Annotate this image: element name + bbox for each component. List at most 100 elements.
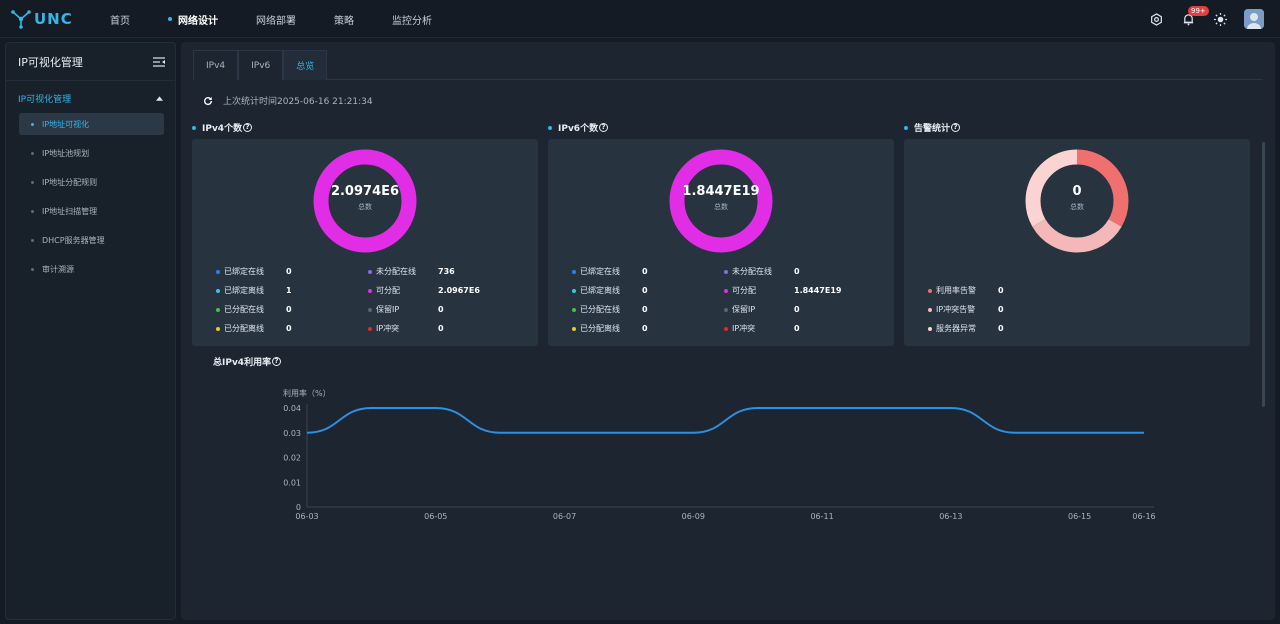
x-tick-label: 06-05 — [424, 512, 447, 521]
donut-total-value: 1.8447E19 — [682, 184, 760, 199]
sidebar-title: IP可视化管理 — [18, 55, 83, 69]
legend-value: 0 — [642, 324, 648, 333]
bullet-icon — [31, 151, 34, 155]
y-tick-label: 0 — [296, 503, 301, 512]
donut-center: 2.0974E6 总数 — [192, 184, 538, 212]
legend-label: 可分配 — [376, 286, 400, 295]
legend-value: 0 — [998, 324, 1004, 333]
brand-name: UNC — [34, 10, 73, 28]
legend-dot — [368, 288, 372, 293]
donut-chart — [669, 149, 773, 253]
nav-item[interactable]: 监控分析 — [392, 12, 432, 27]
donut-ring[interactable] — [313, 149, 417, 253]
sidebar-group[interactable]: IP可视化管理 — [6, 83, 175, 113]
nav-item[interactable]: 首页 — [110, 12, 130, 27]
legend-label: 已绑定离线 — [224, 286, 264, 295]
collapse-menu-icon[interactable] — [153, 56, 165, 67]
legend-item[interactable]: 可分配 2.0967E6 — [368, 285, 480, 296]
legend-label: 已绑定离线 — [580, 286, 620, 295]
help-icon[interactable]: ? — [599, 123, 609, 132]
nav-item[interactable]: 网络部署 — [256, 12, 296, 27]
settings-icon[interactable] — [1146, 9, 1166, 29]
donut-total-value: 0 — [1072, 184, 1082, 199]
tab[interactable]: IPv4 — [193, 50, 239, 80]
legend-item[interactable]: 未分配在线 0 — [724, 266, 800, 277]
logo-icon — [11, 10, 31, 29]
sidebar-item-label: IP地址分配规则 — [42, 177, 98, 187]
legend-item[interactable]: 未分配在线 736 — [368, 266, 455, 277]
legend-value: 2.0967E6 — [438, 286, 480, 295]
sidebar-item[interactable]: DHCP服务器管理 — [19, 229, 164, 251]
legend-label: IP冲突 — [732, 324, 756, 333]
main-nav: 首页 网络设计 网络部署 策略 监控分析 — [110, 0, 470, 38]
donut-ring[interactable] — [669, 149, 773, 253]
alarm-card: 0 总数 利用率告警 0 IP冲突告警 0 服务器异常 0 — [904, 139, 1250, 346]
legend-item[interactable]: 保留IP 0 — [724, 304, 800, 315]
legend-label: 利用率告警 — [936, 286, 976, 295]
nav-item[interactable]: 策略 — [334, 12, 354, 27]
legend-value: 0 — [286, 267, 292, 276]
donut-segment[interactable] — [1025, 149, 1129, 253]
legend-value: 0 — [794, 324, 800, 333]
series-line[interactable] — [306, 406, 1144, 434]
y-tick-label: 0.03 — [283, 429, 301, 438]
legend-dot — [216, 269, 220, 274]
legend-item[interactable]: 已分配离线 0 — [216, 323, 292, 334]
active-dot — [168, 17, 172, 21]
legend-label: 已分配离线 — [224, 324, 264, 333]
sidebar-item[interactable]: IP地址分配规则 — [19, 171, 164, 193]
legend-dot — [572, 269, 576, 274]
legend-item[interactable]: 利用率告警 0 — [928, 285, 1004, 296]
legend-item[interactable]: IP冲突 0 — [724, 323, 800, 334]
sidebar-item[interactable]: IP地址扫描管理 — [19, 200, 164, 222]
donut-total-label: 总数 — [358, 203, 372, 211]
legend-item[interactable]: 已分配在线 0 — [572, 304, 648, 315]
chart-title-text: 总IPv4利用率 — [213, 358, 272, 368]
x-tick-label: 06-07 — [553, 512, 576, 521]
tab[interactable]: 总览 — [283, 50, 328, 80]
legend-label: 服务器异常 — [936, 324, 976, 333]
main-panel: IPv4 IPv6 总览 上次统计时间2025-06-16 21:21:34 IPv… — [181, 42, 1275, 620]
x-tick-label: 06-16 — [1132, 512, 1155, 521]
legend-value: 0 — [794, 267, 800, 276]
theme-sun-icon[interactable] — [1210, 9, 1230, 29]
app-logo[interactable]: UNC — [10, 9, 73, 29]
legend-label: 已分配在线 — [224, 305, 264, 314]
legend-item[interactable]: 已分配在线 0 — [216, 304, 292, 315]
sidebar-item-label: 审计溯源 — [42, 264, 74, 274]
legend-item[interactable]: 已分配离线 0 — [572, 323, 648, 334]
donut-total-label: 总数 — [714, 203, 728, 211]
nav-item-label: 首页 — [110, 15, 130, 27]
legend-item[interactable]: 已绑定在线 0 — [216, 266, 292, 277]
legend-item[interactable]: 可分配 1.8447E19 — [724, 285, 841, 296]
legend-dot — [368, 269, 372, 274]
help-icon[interactable]: ? — [243, 123, 253, 132]
vertical-scrollbar[interactable] — [1262, 142, 1265, 407]
tab[interactable]: IPv6 — [238, 50, 284, 80]
sidebar-item[interactable]: IP地址可视化 — [19, 113, 164, 135]
legend-item[interactable]: 已绑定离线 1 — [216, 285, 292, 296]
legend-value: 0 — [286, 324, 292, 333]
legend-item[interactable]: 服务器异常 0 — [928, 323, 1004, 334]
sidebar-item[interactable]: IP地址池规划 — [19, 142, 164, 164]
legend-label: 未分配在线 — [732, 267, 772, 276]
help-icon[interactable]: ? — [951, 123, 961, 132]
legend-item[interactable]: 已绑定离线 0 — [572, 285, 648, 296]
donut-segment[interactable] — [1025, 149, 1129, 253]
notification-bell-icon[interactable]: 99+ — [1178, 6, 1209, 29]
top-bar: UNC 首页 网络设计 网络部署 策略 监控分析 99+ — [0, 0, 1280, 38]
legend-item[interactable]: IP冲突 0 — [368, 323, 444, 334]
legend-item[interactable]: 已绑定在线 0 — [572, 266, 648, 277]
sidebar-item[interactable]: 审计溯源 — [19, 258, 164, 280]
legend-item[interactable]: IP冲突告警 0 — [928, 304, 1004, 315]
refresh-icon[interactable] — [203, 96, 213, 106]
nav-item-label: 网络部署 — [256, 15, 296, 27]
alarm-title-text: 告警统计 — [914, 124, 951, 134]
user-avatar[interactable] — [1244, 9, 1264, 29]
nav-item[interactable]: 网络设计 — [168, 12, 218, 27]
legend-item[interactable]: 保留IP 0 — [368, 304, 444, 315]
legend-value: 0 — [286, 305, 292, 314]
y-tick-label: 0.01 — [283, 478, 301, 487]
help-icon[interactable]: ? — [272, 357, 282, 366]
legend-value: 0 — [438, 324, 444, 333]
